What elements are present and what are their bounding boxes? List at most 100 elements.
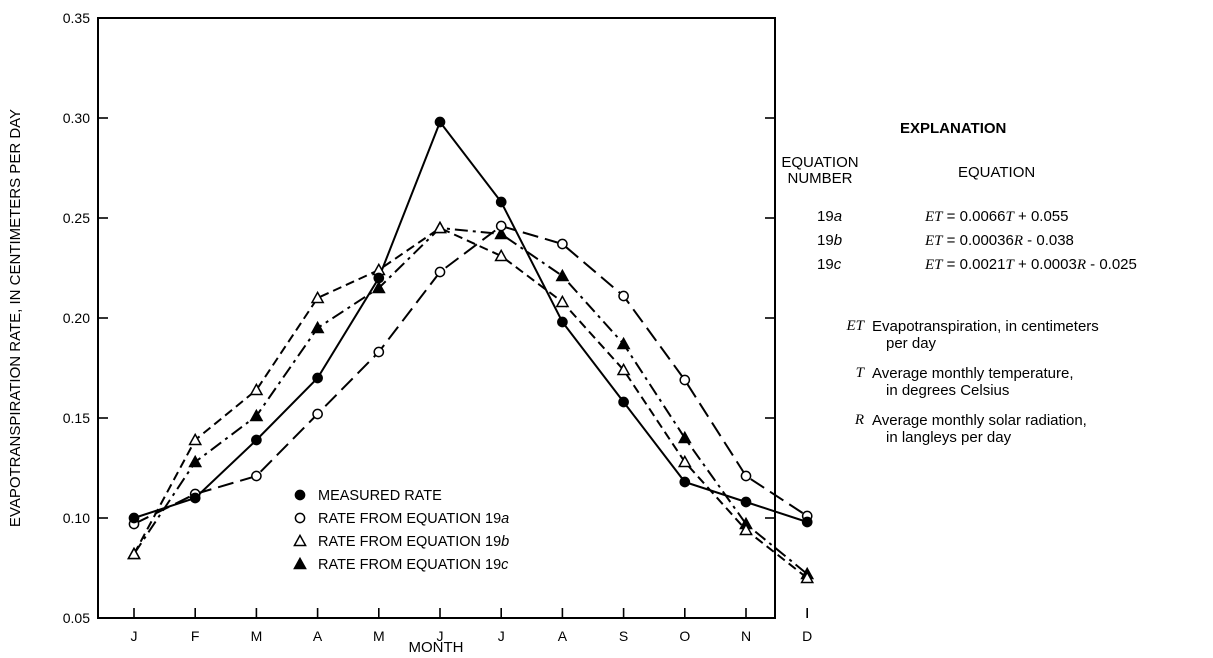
data-point	[677, 430, 692, 444]
definition-text: Average monthly temperature, in degrees C…	[872, 365, 1074, 399]
x-tick-label: N	[741, 628, 751, 644]
data-point	[310, 290, 325, 304]
x-tick-label: M	[373, 628, 385, 644]
data-point	[251, 470, 262, 482]
equation-row-19a: 19a ET = 0.0066T + 0.055	[770, 208, 1210, 228]
data-point	[739, 522, 753, 536]
legend-label: RATE FROM EQUATION 19b	[318, 534, 509, 550]
equation-header: EQUATION	[958, 164, 1036, 181]
legend-label: RATE FROM EQUATION 19c	[318, 557, 509, 573]
x-tick-label: O	[679, 628, 690, 644]
definition-text: Average monthly solar radiation, in langl…	[872, 412, 1087, 446]
data-point	[557, 238, 568, 250]
plot-frame	[97, 17, 776, 619]
data-point	[555, 268, 570, 282]
data-point	[249, 382, 264, 396]
explanation-title: EXPLANATION	[900, 120, 1007, 137]
equation-number: 19a	[817, 208, 843, 225]
data-point	[188, 454, 203, 468]
equation-row-19b: 19b ET = 0.00036R - 0.038	[770, 232, 1210, 252]
data-point	[618, 290, 629, 302]
x-tick-label: S	[619, 628, 628, 644]
data-point	[800, 570, 815, 584]
data-point	[371, 280, 386, 294]
y-axis-title: EVAPOTRANSPIRATION RATE, IN CENTIMETERS …	[7, 109, 24, 527]
legend-marker	[294, 512, 306, 524]
data-point	[189, 492, 201, 504]
data-point	[434, 116, 446, 128]
y-tick-label: 0.10	[63, 510, 90, 526]
data-point	[373, 272, 385, 284]
equation-number-header-line2: NUMBER	[787, 170, 853, 187]
data-point	[128, 512, 140, 524]
equation-row-19c: 19c ET = 0.0021T + 0.0003R - 0.025	[770, 256, 1210, 276]
series-lines	[133, 119, 808, 579]
data-point	[434, 266, 446, 278]
data-point	[616, 362, 631, 376]
x-tick-label: J	[498, 628, 505, 644]
x-tick-label: A	[558, 628, 568, 644]
series-line	[133, 226, 808, 579]
data-point	[127, 546, 141, 560]
data-point	[677, 454, 692, 468]
data-point	[312, 408, 323, 420]
data-point	[616, 336, 631, 350]
data-point	[312, 372, 323, 384]
series-line	[133, 119, 808, 523]
y-tick-label: 0.25	[63, 210, 90, 226]
series-markers	[127, 116, 815, 584]
data-point	[373, 346, 385, 358]
data-point	[740, 496, 752, 508]
data-point	[249, 408, 264, 422]
x-tick-label: J	[437, 628, 444, 644]
data-point	[555, 294, 570, 308]
data-point	[251, 434, 262, 446]
legend-marker	[293, 533, 307, 547]
legend: MEASURED RATE RATE FROM EQUATION 19a RATE …	[293, 488, 509, 573]
definition-text: Evapotranspiration, in centimeters per da…	[872, 318, 1099, 352]
data-point	[679, 476, 691, 488]
x-axis-title: MONTH	[409, 639, 464, 656]
legend-label: MEASURED RATE	[318, 488, 442, 504]
legend-marker	[294, 489, 306, 501]
axes	[97, 17, 776, 619]
x-tick-label: J	[131, 628, 138, 644]
data-point	[494, 248, 509, 262]
y-tick-label: 0.35	[63, 10, 90, 26]
y-tick-label: 0.15	[63, 410, 90, 426]
equation-number: 19b	[817, 232, 843, 249]
data-point	[495, 220, 507, 232]
data-point	[740, 470, 752, 482]
data-point	[433, 220, 447, 234]
x-tick-label: F	[191, 628, 200, 644]
y-tick-label: 0.30	[63, 110, 90, 126]
data-point	[618, 396, 629, 408]
x-tick-label: M	[251, 628, 263, 644]
equation-expression: ET = 0.0021T + 0.0003R - 0.025	[925, 256, 1137, 273]
ticks: 0.05 0.10 0.15 0.20 0.25 0.30 0.35 J F M A M J J A S O N D	[63, 10, 813, 644]
x-tick-label: A	[313, 628, 323, 644]
data-point	[557, 316, 568, 328]
series-line	[133, 226, 808, 575]
equation-expression: ET = 0.0066T + 0.055	[925, 208, 1069, 225]
y-tick-label: 0.05	[63, 610, 90, 626]
equation-number-header-line1: EQUATION	[781, 154, 859, 171]
data-point	[495, 196, 507, 208]
series-line	[133, 224, 808, 525]
data-point	[679, 374, 691, 386]
equation-number-header: EQUATION NUMBER	[770, 155, 870, 187]
equation-expression: ET = 0.00036R - 0.038	[925, 232, 1074, 249]
data-point	[494, 226, 509, 240]
x-tick-label: D	[802, 628, 812, 644]
data-point	[310, 320, 325, 334]
data-point	[801, 516, 813, 528]
y-tick-label: 0.20	[63, 310, 90, 326]
legend-marker	[293, 556, 307, 570]
data-point	[188, 432, 203, 446]
definition-symbol: T	[855, 365, 864, 381]
legend-label: RATE FROM EQUATION 19a	[318, 511, 509, 527]
definition-symbol: ET	[846, 318, 864, 334]
equation-number: 19c	[817, 256, 842, 273]
definition-symbol: R	[854, 412, 864, 428]
